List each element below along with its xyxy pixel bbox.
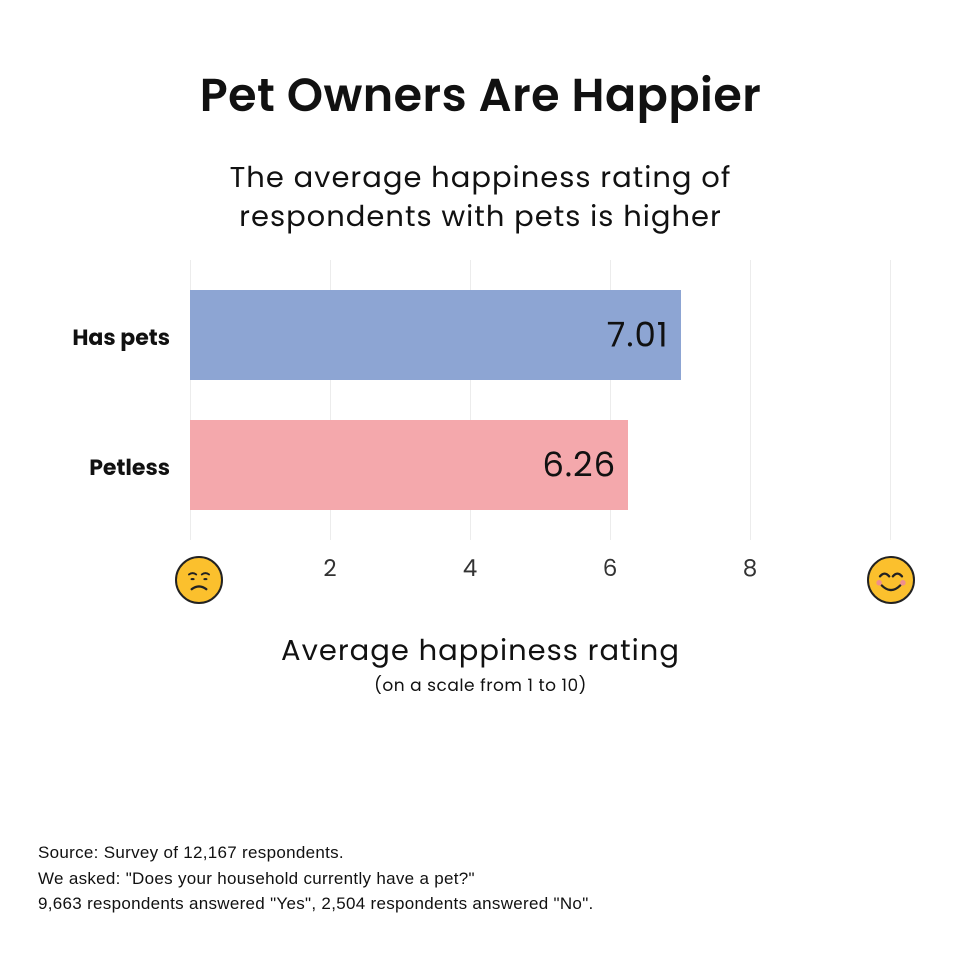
category-label: Petless bbox=[10, 451, 170, 484]
source-line: 9,663 respondents answered "Yes", 2,504 … bbox=[38, 891, 594, 917]
category-label: Has pets bbox=[10, 321, 170, 354]
subtitle-line1: The average happiness rating of bbox=[230, 158, 732, 198]
sad-face-icon bbox=[175, 556, 223, 604]
plot-area: 7.01Has pets6.26Petless2468 bbox=[190, 260, 890, 540]
source-line: We asked: "Does your household currently… bbox=[38, 866, 594, 892]
source-footnote: Source: Survey of 12,167 respondents. We… bbox=[38, 840, 594, 917]
bar-value-label: 6.26 bbox=[542, 440, 616, 491]
x-tick-label: 6 bbox=[603, 552, 618, 586]
x-tick-label: 8 bbox=[743, 552, 758, 586]
bar: 6.26 bbox=[190, 420, 628, 510]
x-tick-label: 4 bbox=[463, 552, 477, 586]
x-axis-title: Average happiness rating bbox=[0, 630, 961, 673]
x-tick-label: 2 bbox=[323, 552, 336, 586]
happiness-bar-chart: 7.01Has pets6.26Petless2468 bbox=[190, 260, 890, 590]
happy-face-icon bbox=[867, 556, 915, 604]
subtitle: The average happiness rating of responde… bbox=[0, 159, 961, 237]
subtitle-line2: respondents with pets is higher bbox=[239, 197, 722, 237]
bar-value-label: 7.01 bbox=[607, 310, 669, 361]
source-line: Source: Survey of 12,167 respondents. bbox=[38, 840, 594, 866]
page-title: Pet Owners Are Happier bbox=[0, 0, 961, 131]
gridline bbox=[750, 260, 751, 540]
bar: 7.01 bbox=[190, 290, 681, 380]
gridline bbox=[890, 260, 891, 540]
x-axis-subtitle: (on a scale from 1 to 10) bbox=[0, 672, 961, 698]
